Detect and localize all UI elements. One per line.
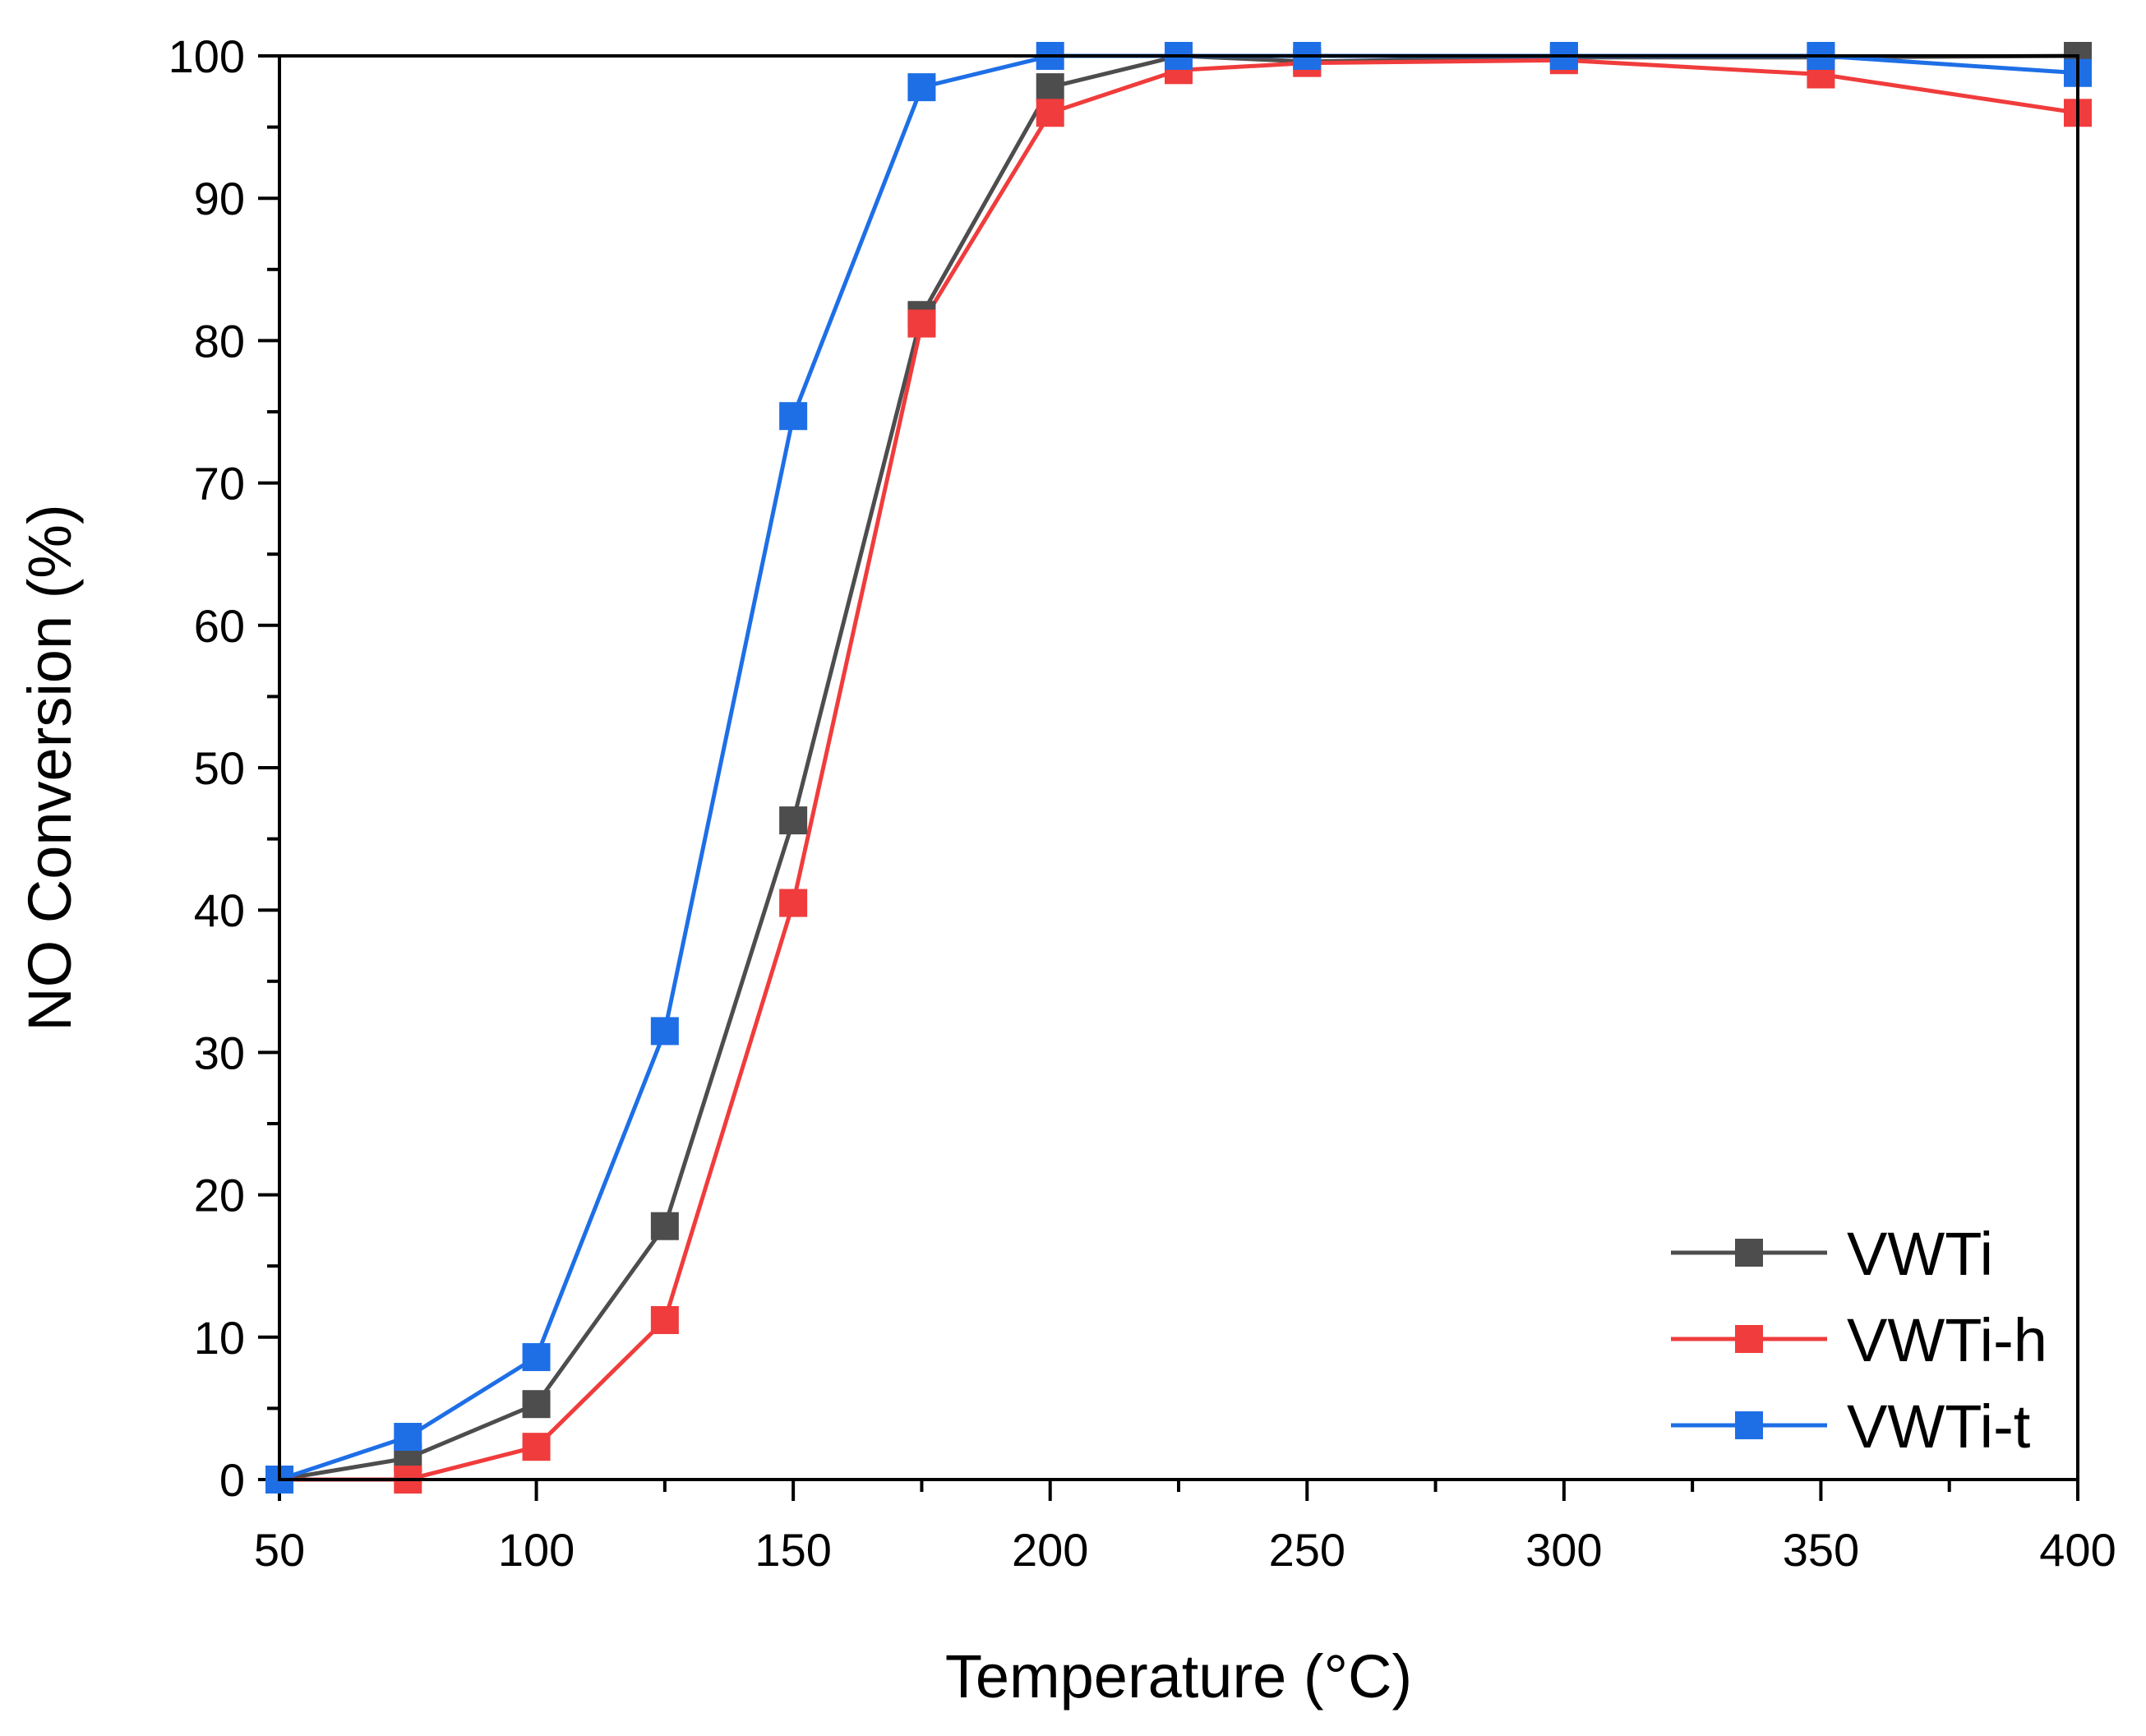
data-point-vwti-h: [1036, 99, 1064, 127]
legend-label-vwti-t: VWTi-t: [1847, 1392, 2031, 1461]
legend-label-vwti: VWTi: [1847, 1220, 1993, 1288]
y-tick-label: 50: [194, 742, 245, 794]
x-tick-label: 250: [1269, 1524, 1345, 1576]
data-point-vwti: [650, 1212, 679, 1240]
y-tick-label: 40: [194, 884, 245, 936]
x-tick-label: 350: [1783, 1524, 1859, 1576]
data-point-vwti: [779, 806, 808, 835]
series-line-vwti-t: [279, 53, 2079, 1482]
y-tick-label: 100: [168, 30, 245, 82]
plot-frame: [278, 54, 2079, 1481]
data-point-vwti-h: [779, 889, 808, 917]
y-tick-label: 90: [194, 173, 245, 224]
data-point-vwti-t: [650, 1017, 679, 1046]
y-tick-label: 20: [194, 1170, 245, 1221]
data-point-vwti: [522, 1390, 551, 1419]
legend-marker-vwti-t: [1735, 1411, 1763, 1439]
x-tick-label: 400: [2039, 1524, 2116, 1576]
legend-label-vwti-h: VWTi-h: [1847, 1306, 2047, 1374]
data-point-vwti-h: [650, 1306, 679, 1335]
data-point-vwti-t: [522, 1343, 551, 1372]
data-point-vwti-h: [522, 1433, 551, 1461]
data-point-vwti-t: [779, 402, 808, 431]
y-tick-label: 10: [194, 1312, 245, 1364]
y-axis-title: NO Conversion (%): [16, 504, 84, 1032]
y-tick-label: 70: [194, 458, 245, 510]
series-line-vwti-h: [279, 58, 2079, 1482]
data-point-vwti-h: [907, 309, 936, 338]
data-point-vwti-t: [394, 1423, 422, 1452]
y-tick-label: 30: [194, 1027, 245, 1078]
x-tick-label: 150: [755, 1524, 831, 1576]
y-tick-label: 80: [194, 315, 245, 367]
series-line-vwti: [279, 53, 2079, 1482]
legend: VWTi VWTi-h VWTi-t: [1671, 1220, 2047, 1461]
data-point-vwti: [1036, 73, 1064, 102]
x-tick-label: 100: [498, 1524, 575, 1576]
x-axis-title: Temperature (°C): [945, 1642, 1412, 1711]
y-tick-label: 0: [219, 1454, 245, 1506]
tick-labels: 50 100 150 200 250 300 350 400 0 10 20 30 40 50 60 70 80…: [168, 30, 2116, 1576]
data-point-vwti-t: [907, 73, 936, 102]
y-tick-label: 60: [194, 600, 245, 652]
axis-ticks: [258, 54, 2079, 1501]
legend-marker-vwti: [1735, 1239, 1763, 1267]
series-layer: [265, 42, 2092, 1494]
legend-marker-vwti-h: [1735, 1325, 1763, 1353]
x-tick-label: 300: [1525, 1524, 1602, 1576]
x-tick-label: 50: [254, 1524, 305, 1576]
x-tick-label: 200: [1012, 1524, 1088, 1576]
